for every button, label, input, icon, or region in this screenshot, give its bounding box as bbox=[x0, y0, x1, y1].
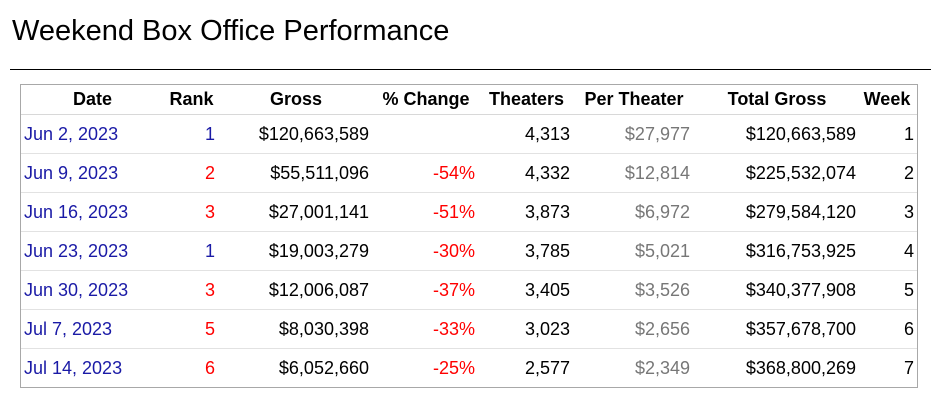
total-gross-cell: $279,584,120 bbox=[694, 192, 860, 232]
total-gross-cell: $316,753,925 bbox=[694, 231, 860, 271]
date-link[interactable]: Jul 7, 2023 bbox=[21, 309, 164, 349]
change-cell: -33% bbox=[373, 309, 479, 349]
week-cell: 1 bbox=[860, 114, 917, 154]
header-per-theater[interactable]: Per Theater bbox=[574, 85, 694, 115]
total-gross-cell: $340,377,908 bbox=[694, 270, 860, 310]
change-cell: -37% bbox=[373, 270, 479, 310]
per-theater-cell: $12,814 bbox=[574, 153, 694, 193]
theaters-cell: 2,577 bbox=[524, 357, 570, 378]
table-row: Jul 7, 2023 5 $8,030,398 -33% 3,023 $2,6… bbox=[21, 309, 917, 349]
rank-cell: 2 bbox=[164, 153, 219, 193]
rank-cell: 1 bbox=[164, 231, 219, 271]
rank-cell: 1 bbox=[164, 114, 219, 154]
box-office-table-container: Date Rank Gross % Change Theaters Per Th… bbox=[20, 84, 918, 388]
week-cell: 6 bbox=[860, 309, 917, 349]
theaters-cell: 3,785 bbox=[479, 231, 574, 271]
date-link[interactable]: Jun 16, 2023 bbox=[21, 192, 164, 232]
change-cell: -30% bbox=[373, 231, 479, 271]
header-week[interactable]: Week bbox=[860, 85, 917, 115]
per-theater-cell: $2,656 bbox=[574, 309, 694, 349]
box-office-table: Date Rank Gross % Change Theaters Per Th… bbox=[21, 85, 917, 387]
table-row: Jun 23, 2023 1 $19,003,279 -30% 3,785 $5… bbox=[21, 231, 917, 271]
theaters-cell: 4,313 bbox=[479, 114, 574, 154]
header-change[interactable]: % Change bbox=[373, 85, 479, 115]
per-theater-cell: $6,972 bbox=[574, 192, 694, 232]
total-gross-cell: $368,800,269 bbox=[745, 357, 856, 378]
table-row: Jun 16, 2023 3 $27,001,141 -51% 3,873 $6… bbox=[21, 192, 917, 232]
rank-cell: 3 bbox=[164, 192, 219, 232]
table-row: Jun 30, 2023 3 $12,006,087 -37% 3,405 $3… bbox=[21, 270, 917, 310]
total-gross-cell: $120,663,589 bbox=[694, 114, 860, 154]
total-gross-cell: $357,678,700 bbox=[694, 309, 860, 349]
table-row: Jun 9, 2023 2 $55,511,096 -54% 4,332 $12… bbox=[21, 153, 917, 193]
gross-cell: $19,003,279 bbox=[219, 231, 373, 271]
date-link[interactable]: Jun 30, 2023 bbox=[21, 270, 164, 310]
title-divider bbox=[10, 69, 931, 70]
per-theater-cell: $3,526 bbox=[574, 270, 694, 310]
week-cell: 5 bbox=[860, 270, 917, 310]
rank-cell: 5 bbox=[164, 309, 219, 349]
theaters-cell: 4,332 bbox=[479, 153, 574, 193]
header-rank[interactable]: Rank bbox=[164, 85, 219, 115]
change-cell bbox=[373, 114, 479, 154]
change-cell: -25% bbox=[432, 357, 475, 378]
table-row: Jul 14, 2023 6 $6,052,660 -25% 2,577 $2,… bbox=[21, 349, 917, 388]
gross-cell: $27,001,141 bbox=[219, 192, 373, 232]
theaters-cell: 3,405 bbox=[479, 270, 574, 310]
per-theater-cell: $2,349 bbox=[634, 357, 690, 378]
week-cell: 4 bbox=[860, 231, 917, 271]
week-cell: 3 bbox=[860, 192, 917, 232]
gross-cell: $8,030,398 bbox=[219, 309, 373, 349]
table-row: Jun 2, 2023 1 $120,663,589 4,313 $27,977… bbox=[21, 114, 917, 154]
gross-cell: $120,663,589 bbox=[219, 114, 373, 154]
header-date[interactable]: Date bbox=[21, 85, 164, 115]
per-theater-cell: $5,021 bbox=[574, 231, 694, 271]
per-theater-cell: $27,977 bbox=[574, 114, 694, 154]
gross-cell: $6,052,660 bbox=[278, 357, 369, 378]
gross-cell: $12,006,087 bbox=[219, 270, 373, 310]
rank-cell: 3 bbox=[164, 270, 219, 310]
header-theaters[interactable]: Theaters bbox=[479, 85, 574, 115]
header-gross[interactable]: Gross bbox=[219, 85, 373, 115]
rank-cell: 6 bbox=[204, 357, 215, 378]
date-link[interactable]: Jun 9, 2023 bbox=[21, 153, 164, 193]
total-gross-cell: $225,532,074 bbox=[694, 153, 860, 193]
gross-cell: $55,511,096 bbox=[219, 153, 373, 193]
date-link[interactable]: Jun 2, 2023 bbox=[21, 114, 164, 154]
table-header-row: Date Rank Gross % Change Theaters Per Th… bbox=[21, 85, 917, 115]
change-cell: -51% bbox=[373, 192, 479, 232]
date-link[interactable]: Jun 23, 2023 bbox=[21, 231, 164, 271]
week-cell: 2 bbox=[860, 153, 917, 193]
theaters-cell: 3,023 bbox=[479, 309, 574, 349]
page-title: Weekend Box Office Performance bbox=[12, 15, 450, 47]
date-link[interactable]: Jul 14, 2023 bbox=[24, 357, 123, 378]
header-total-gross[interactable]: Total Gross bbox=[694, 85, 860, 115]
theaters-cell: 3,873 bbox=[479, 192, 574, 232]
change-cell: -54% bbox=[373, 153, 479, 193]
week-cell: 7 bbox=[903, 357, 914, 378]
